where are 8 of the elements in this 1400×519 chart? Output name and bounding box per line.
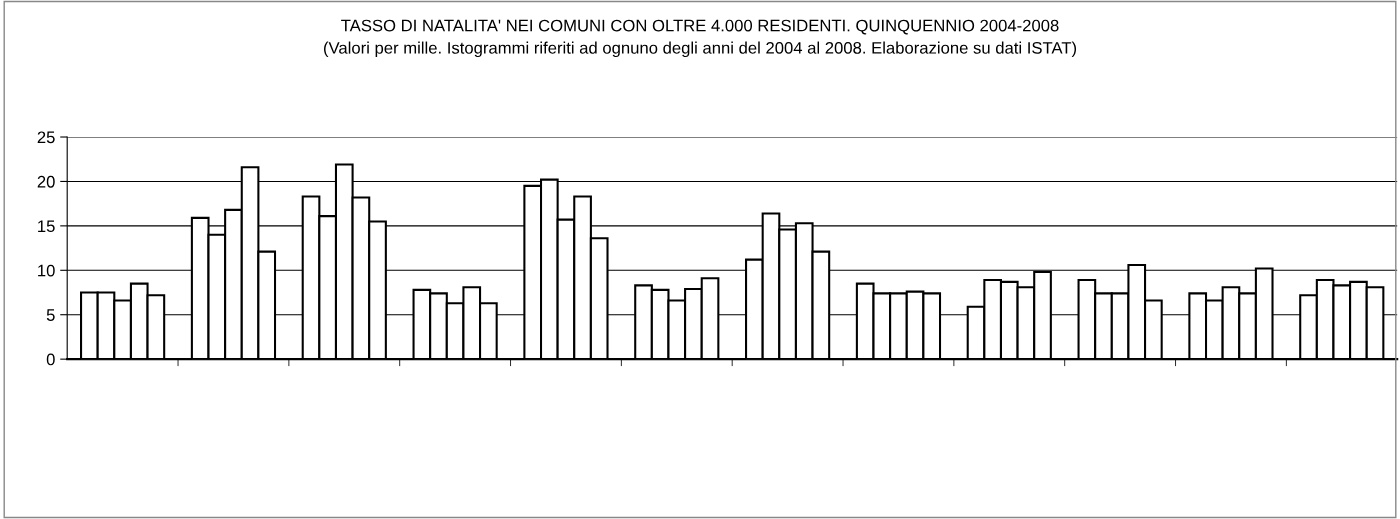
y-tick-label: 20 [37, 175, 55, 188]
y-tick-label: 0 [46, 353, 55, 366]
y-tick-label: 25 [37, 131, 55, 144]
chart-subtitle: (Valori per mille. Istogrammi riferiti ad ognuno degli anni del 2004 al 2008. Elaborazione su dati ISTAT) [324, 41, 1077, 58]
y-tick-label: 5 [46, 309, 55, 321]
chart-title: TASSO DI NATALITA' NEI COMUNI CON OLTRE 4.000 RESIDENTI. QUINQUENNIO 2004-2008 [341, 19, 1059, 35]
y-tick-label: 10 [38, 264, 55, 277]
y-tick-label: 15 [38, 220, 55, 233]
